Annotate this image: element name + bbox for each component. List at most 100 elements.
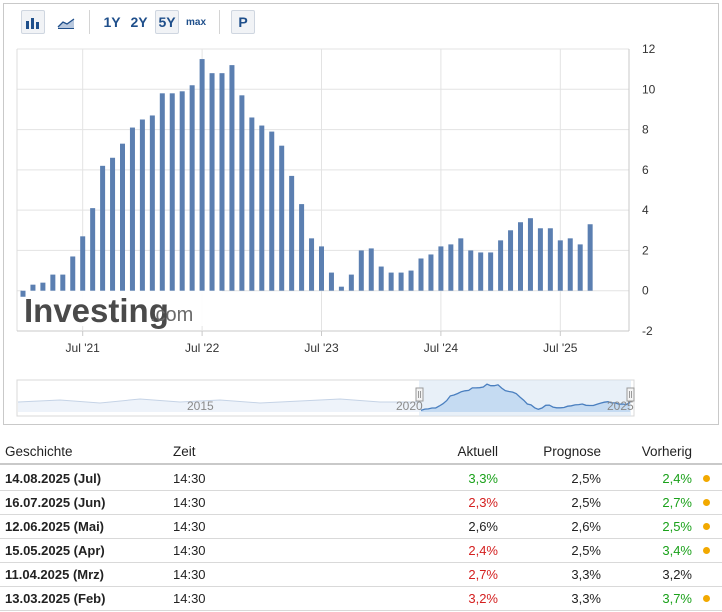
y-tick-label: 2 — [642, 243, 649, 257]
chart-toolbar: 1Y 2Y 5Y max P — [4, 4, 718, 38]
range-max-button[interactable]: max — [185, 16, 206, 28]
x-tick-label: Jul '21 — [66, 341, 101, 355]
y-axis: -2 0 2 4 6 8 10 12 — [642, 42, 656, 338]
row-forecast: 3,3% — [571, 591, 601, 606]
row-date: 12.06.2025 (Mai) — [5, 519, 105, 534]
bar — [169, 93, 175, 291]
range-2y-button[interactable]: 2Y — [130, 14, 148, 30]
status-dot-icon — [703, 547, 710, 554]
y-tick-label: 6 — [642, 163, 649, 177]
bar-chart-button[interactable] — [21, 10, 45, 34]
status-dot-icon — [703, 475, 710, 482]
y-tick-label: 4 — [642, 203, 649, 217]
bar — [537, 228, 543, 291]
header-date: Geschichte — [5, 443, 73, 459]
bar — [438, 246, 444, 291]
bar — [468, 250, 474, 291]
row-actual: 2,6% — [468, 519, 498, 534]
header-time: Zeit — [173, 443, 196, 459]
row-actual: 2,7% — [468, 567, 498, 582]
row-date: 14.08.2025 (Jul) — [5, 471, 102, 486]
navigator[interactable]: 2015 2020 2025 — [0, 0, 722, 430]
bar — [557, 240, 563, 291]
row-date: 16.07.2025 (Jun) — [5, 495, 106, 510]
status-dot-icon — [703, 523, 710, 530]
status-dot-icon — [703, 595, 710, 602]
range-5y-button[interactable]: 5Y — [155, 10, 179, 34]
row-time: 14:30 — [173, 591, 206, 606]
header-actual: Aktuell — [457, 443, 498, 459]
bar — [418, 258, 424, 291]
row-time: 14:30 — [173, 495, 206, 510]
navigator-left-handle[interactable] — [415, 387, 424, 402]
bar — [90, 208, 96, 291]
status-dot-icon — [703, 499, 710, 506]
y-tick-label: 0 — [642, 284, 649, 298]
bar — [239, 95, 245, 291]
row-time: 14:30 — [173, 471, 206, 486]
row-date: 13.03.2025 (Feb) — [5, 591, 106, 606]
x-tick-label: Jul '25 — [543, 341, 578, 355]
bar — [269, 131, 275, 291]
bar — [338, 286, 344, 291]
bar — [259, 125, 265, 291]
toolbar-separator — [89, 10, 90, 34]
row-actual: 3,3% — [468, 471, 498, 486]
bar — [50, 274, 56, 291]
header-previous: Vorherig — [641, 443, 692, 459]
x-tick-label: Jul '23 — [304, 341, 339, 355]
row-previous: 2,5% — [662, 519, 692, 534]
row-actual: 2,4% — [468, 543, 498, 558]
navigator-history-area — [18, 399, 419, 412]
p-button[interactable]: P — [231, 10, 255, 34]
bar — [189, 85, 195, 291]
range-1y-button[interactable]: 1Y — [103, 14, 121, 30]
row-time: 14:30 — [173, 519, 206, 534]
bar — [488, 252, 494, 291]
watermark-brand: Investing — [24, 292, 169, 329]
row-forecast: 2,5% — [571, 471, 601, 486]
table-header: Geschichte Zeit Aktuell Prognose Vorheri… — [0, 439, 722, 465]
bar — [368, 248, 374, 291]
navigator-right-handle[interactable] — [626, 387, 635, 402]
bars-layer — [20, 59, 593, 297]
row-status-dot — [703, 467, 710, 490]
row-status-dot — [703, 587, 710, 610]
navigator-label-2025: 2025 — [607, 399, 634, 413]
bar — [110, 157, 116, 291]
bar — [309, 238, 315, 291]
bar — [567, 238, 573, 291]
bar — [30, 284, 36, 291]
navigator-history-line — [17, 398, 419, 404]
row-date: 15.05.2025 (Apr) — [5, 543, 105, 558]
navigator-label-2020: 2020 — [396, 399, 423, 413]
row-forecast: 3,3% — [571, 567, 601, 582]
bar — [249, 117, 255, 291]
row-forecast: 2,6% — [571, 519, 601, 534]
bar — [159, 93, 165, 291]
bar — [547, 228, 553, 291]
bar — [408, 270, 414, 291]
bar — [80, 236, 86, 291]
bar — [378, 266, 384, 291]
row-previous: 3,4% — [662, 543, 692, 558]
bar — [328, 272, 334, 291]
bar — [319, 246, 324, 291]
bar — [219, 73, 225, 291]
x-tick-label: Jul '22 — [185, 341, 220, 355]
row-status-dot — [703, 515, 710, 538]
bar — [398, 272, 404, 291]
bar — [279, 145, 285, 291]
bar — [129, 127, 135, 291]
bar — [179, 91, 185, 291]
x-axis: Jul '21 Jul '22 Jul '23 Jul '24 Jul '25 — [66, 331, 578, 355]
bar — [388, 272, 394, 291]
bar — [60, 274, 66, 291]
table-row: 14.08.2025 (Jul) 14:30 3,3% 2,5% 2,4% — [0, 467, 722, 491]
y-tick-label: 8 — [642, 123, 649, 137]
row-status-dot — [703, 491, 710, 514]
investing-watermark: Investing .com — [22, 288, 222, 329]
area-chart-button[interactable] — [53, 10, 79, 34]
bar — [149, 115, 155, 291]
